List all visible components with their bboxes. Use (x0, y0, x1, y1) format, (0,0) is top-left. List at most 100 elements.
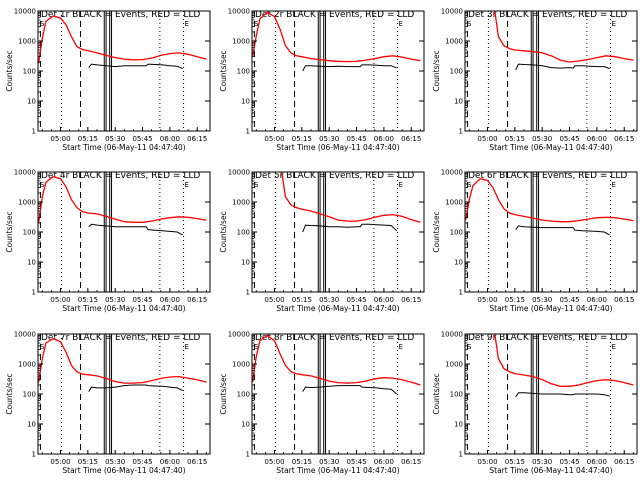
end-mark-label: E (612, 343, 616, 351)
y-tick-label: 1 (246, 451, 250, 459)
series-lld-line (38, 175, 207, 224)
x-tick-label: 05:15 (292, 458, 312, 466)
x-tick-label: 05:45 (132, 296, 152, 304)
panel-title: Det 5r BLACK = Events, RED = LLD (255, 171, 414, 181)
panel-title: Det 4r BLACK = Events, RED = LLD (41, 171, 200, 181)
end-mark-label: E (185, 343, 189, 351)
y-tick-label: 1 (32, 451, 36, 459)
y-tick-label: 100 (237, 391, 250, 399)
x-tick-label: 05:30 (532, 135, 552, 143)
end-mark-label: E (185, 181, 189, 189)
y-tick-label: 1000 (232, 38, 250, 46)
panel-title: Det 9r BLACK = Events, RED = LLD (468, 333, 627, 343)
marker-lines (253, 11, 399, 131)
y-tick-label: 1 (246, 128, 250, 136)
y-tick-label: 10 (241, 421, 250, 429)
marker-lines (39, 172, 185, 292)
y-tick-label: 10000 (441, 8, 463, 16)
y-tick-label: 1000 (445, 38, 463, 46)
y-axis-label: Counts/sec (432, 50, 441, 91)
x-axis-label: Start Time (06-May-11 04:47:40) (276, 304, 399, 313)
x-tick-label: 05:30 (105, 296, 125, 304)
x-tick-label: 06:15 (401, 135, 421, 143)
y-tick-label: 10 (27, 421, 36, 429)
y-tick-label: 10 (27, 98, 36, 106)
y-tick-label: 100 (23, 391, 36, 399)
y-tick-label: 1 (32, 128, 36, 136)
end-mark-label: E (612, 20, 616, 28)
y-tick-label: 10 (454, 421, 463, 429)
x-tick-label: 06:00 (160, 458, 180, 466)
x-tick-label: 06:00 (374, 135, 394, 143)
y-axis-label: Counts/sec (219, 211, 228, 252)
x-tick-label: 05:30 (532, 458, 552, 466)
x-tick-label: 05:45 (559, 296, 579, 304)
end-mark-label: E (399, 181, 403, 189)
marker-lines (253, 172, 399, 292)
plot-frame (251, 171, 425, 293)
series-group (465, 177, 634, 236)
panel-title: Det 6r BLACK = Events, RED = LLD (468, 171, 627, 181)
series-events-line (302, 64, 397, 72)
x-tick-label: 06:15 (614, 296, 634, 304)
end-mark-label: E (185, 20, 189, 28)
series-lld-line (252, 11, 421, 63)
x-axis-label: Start Time (06-May-11 04:47:40) (276, 143, 399, 152)
x-tick-label: 05:45 (132, 135, 152, 143)
x-tick-label: 05:00 (264, 135, 284, 143)
end-mark-label: E (399, 20, 403, 28)
start-mark-label: S (467, 343, 472, 351)
marker-lines (466, 11, 612, 131)
x-axis-label: Start Time (06-May-11 04:47:40) (62, 304, 185, 313)
y-tick-label: 100 (237, 229, 250, 237)
marker-lines (466, 172, 612, 292)
x-tick-label: 06:15 (187, 296, 207, 304)
end-mark-label: E (399, 343, 403, 351)
marker-lines (39, 334, 185, 454)
series-lld-line (38, 15, 207, 64)
x-tick-label: 06:15 (401, 296, 421, 304)
x-tick-label: 05:30 (319, 296, 339, 304)
y-tick-label: 10 (27, 259, 36, 267)
marker-lines (39, 11, 185, 131)
series-group (494, 11, 634, 71)
y-tick-label: 100 (23, 68, 36, 76)
x-tick-label: 06:00 (374, 458, 394, 466)
x-tick-label: 05:15 (292, 296, 312, 304)
plot-frame (464, 171, 638, 293)
x-axis-label: Start Time (06-May-11 04:47:40) (489, 143, 612, 152)
y-axis-label: Counts/sec (432, 211, 441, 252)
y-axis-label: Counts/sec (219, 373, 228, 414)
series-events-line (302, 385, 398, 395)
start-mark-label: S (254, 20, 259, 28)
y-tick-label: 10000 (228, 169, 250, 177)
x-tick-label: 05:45 (346, 135, 366, 143)
x-tick-label: 05:45 (132, 458, 152, 466)
y-tick-label: 1000 (18, 199, 36, 207)
y-axis-label: Counts/sec (5, 211, 14, 252)
y-tick-label: 1 (459, 451, 463, 459)
x-tick-label: 05:00 (477, 135, 497, 143)
x-tick-label: 06:00 (374, 296, 394, 304)
y-tick-label: 1000 (445, 361, 463, 369)
series-events-line (88, 384, 183, 392)
x-tick-label: 05:00 (50, 296, 70, 304)
panel-title: Det 1r BLACK = Events, RED = LLD (41, 10, 200, 20)
panel-title: Det 3r BLACK = Events, RED = LLD (468, 10, 627, 20)
x-tick-label: 05:00 (264, 296, 284, 304)
plot-frame (251, 10, 425, 132)
x-tick-label: 05:30 (319, 458, 339, 466)
x-tick-label: 05:30 (532, 296, 552, 304)
y-tick-label: 1000 (232, 361, 250, 369)
y-tick-label: 10 (454, 259, 463, 267)
x-tick-label: 05:00 (50, 135, 70, 143)
x-tick-label: 05:00 (477, 296, 497, 304)
x-tick-label: 05:15 (505, 458, 525, 466)
x-tick-label: 05:15 (505, 135, 525, 143)
y-tick-label: 100 (23, 229, 36, 237)
